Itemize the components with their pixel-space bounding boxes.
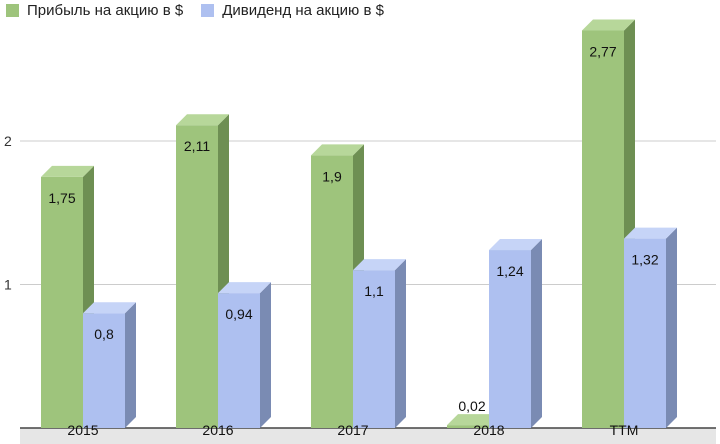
legend-item-dividend: Дивиденд на акцию в $ [201,2,384,19]
legend-swatch-dividend [201,3,215,17]
bar-profit-2017 [311,155,353,428]
bar-profit-ttm-top [582,19,635,31]
y-tick-label-2: 2 [4,133,12,149]
bar-profit-2016-top [176,114,229,126]
bar-dividend-2017 [353,270,395,428]
legend: Прибыль на акцию в $ Дивиденд на акцию в… [6,0,402,20]
bar-profit-ttm [582,30,624,428]
legend-label-dividend: Дивиденд на акцию в $ [222,1,384,19]
bar-dividend-2016 [218,293,260,428]
value-label-profit-2015: 1,75 [48,190,75,206]
bar-profit-2015-top [41,165,94,177]
bar-dividend-2016-side [260,282,271,428]
bar-dividend-2015-top [83,302,136,314]
value-label-dividend-ttm: 1,32 [631,252,658,268]
bar-dividend-2017-top [353,259,406,271]
bar-dividend-2018 [489,250,531,428]
value-label-dividend-2016: 0,94 [225,306,252,322]
bar-dividend-2016-top [218,282,271,294]
chart-floor [20,428,716,444]
bar-profit-2018 [447,425,489,428]
legend-label-profit: Прибыль на акцию в $ [27,1,184,19]
bar-profit-2017-top [311,144,364,156]
value-label-profit-2018: 0,02 [458,398,485,414]
legend-item-profit: Прибыль на акцию в $ [6,2,183,19]
bar-dividend-2015-side [125,302,136,428]
y-tick-label-1: 1 [4,277,12,293]
bar-dividend-2018-top [489,239,542,251]
bar-dividend-2017-side [395,259,406,428]
x-tick-label-2016: 2016 [202,422,233,438]
bar-dividend-ttm [624,238,666,428]
bar-profit-2018-top [447,414,500,426]
bar-dividend-2018-side [531,239,542,428]
x-tick-label-ttm: TTM [610,422,639,438]
value-label-dividend-2018: 1,24 [496,263,523,279]
value-label-profit-2016: 2,11 [184,138,210,154]
x-tick-label-2017: 2017 [337,422,368,438]
value-label-profit-ttm: 2,77 [589,44,616,60]
x-tick-label-2018: 2018 [473,422,504,438]
value-label-dividend-2017: 1,1 [364,283,384,299]
bar-dividend-ttm-top [624,227,677,239]
value-label-profit-2017: 1,9 [322,168,342,184]
legend-swatch-profit [6,3,19,17]
bar-dividend-ttm-side [666,227,677,428]
bar-profit-2015 [41,176,83,428]
bar-profit-2016 [176,125,218,428]
bar-dividend-2015 [83,313,125,428]
value-label-dividend-2015: 0,8 [94,326,114,342]
x-tick-label-2015: 2015 [67,422,98,438]
